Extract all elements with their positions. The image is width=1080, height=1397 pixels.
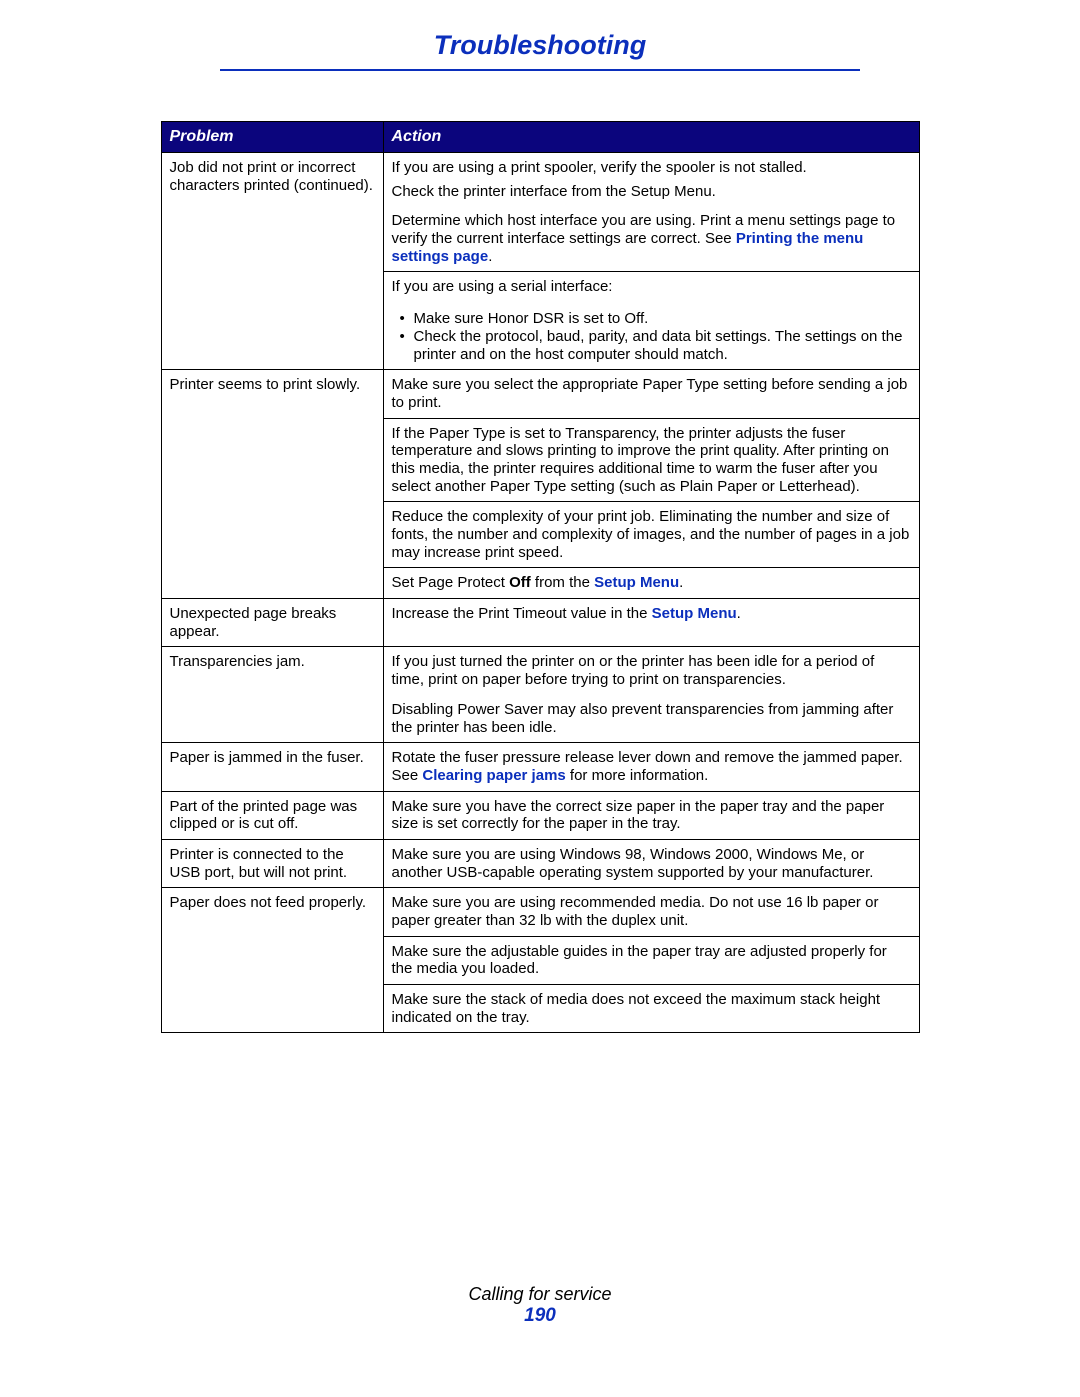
link-setup-menu[interactable]: Setup Menu bbox=[652, 605, 737, 622]
page-title: Troubleshooting bbox=[434, 30, 646, 69]
problem-cell: Part of the printed page was clipped or … bbox=[161, 791, 383, 839]
title-rule bbox=[220, 69, 860, 71]
action-cell: Rotate the fuser pressure release lever … bbox=[383, 743, 919, 791]
action-cell: Make sure you select the appropriate Pap… bbox=[383, 370, 919, 418]
action-text: . bbox=[488, 248, 492, 265]
action-cell: If the Paper Type is set to Transparency… bbox=[383, 418, 919, 502]
problem-cell: Paper does not feed properly. bbox=[161, 888, 383, 1033]
table-row: Part of the printed page was clipped or … bbox=[161, 791, 919, 839]
bold-text: Off bbox=[509, 574, 531, 591]
problem-cell: Printer seems to print slowly. bbox=[161, 370, 383, 599]
link-clearing-paper-jams[interactable]: Clearing paper jams bbox=[422, 767, 565, 784]
action-text: from the bbox=[531, 574, 594, 591]
header: Troubleshooting bbox=[100, 30, 980, 71]
action-cell: Make sure you have the correct size pape… bbox=[383, 791, 919, 839]
action-cell: Increase the Print Timeout value in the … bbox=[383, 599, 919, 647]
action-cell: Disabling Power Saver may also prevent t… bbox=[383, 695, 919, 743]
action-cell: Make sure you are using recommended medi… bbox=[383, 888, 919, 936]
problem-cell: Unexpected page breaks appear. bbox=[161, 599, 383, 647]
footer-page-number: 190 bbox=[0, 1305, 1080, 1327]
problem-cell: Transparencies jam. bbox=[161, 647, 383, 743]
problem-cell: Printer is connected to the USB port, bu… bbox=[161, 839, 383, 887]
list-item: Check the protocol, baud, parity, and da… bbox=[392, 328, 911, 363]
action-cell: Determine which host interface you are u… bbox=[383, 206, 919, 272]
action-text: Set Page Protect bbox=[392, 574, 510, 591]
action-text: . bbox=[737, 605, 741, 622]
action-cell: Reduce the complexity of your print job.… bbox=[383, 502, 919, 568]
table-row: Unexpected page breaks appear. Increase … bbox=[161, 599, 919, 647]
footer-section: Calling for service bbox=[0, 1284, 1080, 1305]
table-row: Printer seems to print slowly. Make sure… bbox=[161, 370, 919, 418]
action-text: . bbox=[679, 574, 683, 591]
problem-cell: Job did not print or incorrect character… bbox=[161, 153, 383, 370]
table-row: Paper is jammed in the fuser. Rotate the… bbox=[161, 743, 919, 791]
action-text: If you are using a print spooler, verify… bbox=[392, 159, 911, 177]
troubleshooting-table: Problem Action Job did not print or inco… bbox=[161, 121, 920, 1033]
action-text: Increase the Print Timeout value in the bbox=[392, 605, 652, 622]
action-cell: If you are using a serial interface: bbox=[383, 272, 919, 302]
page: Troubleshooting Problem Action Job did n… bbox=[0, 0, 1080, 1397]
action-cell: Make sure the adjustable guides in the p… bbox=[383, 936, 919, 984]
col-header-problem: Problem bbox=[161, 122, 383, 153]
action-cell: Make sure Honor DSR is set to Off. Check… bbox=[383, 302, 919, 370]
action-cell: If you are using a print spooler, verify… bbox=[383, 153, 919, 207]
problem-cell: Paper is jammed in the fuser. bbox=[161, 743, 383, 791]
footer: Calling for service 190 bbox=[0, 1284, 1080, 1327]
action-cell: Make sure you are using Windows 98, Wind… bbox=[383, 839, 919, 887]
action-cell: Set Page Protect Off from the Setup Menu… bbox=[383, 568, 919, 599]
col-header-action: Action bbox=[383, 122, 919, 153]
table-row: Job did not print or incorrect character… bbox=[161, 153, 919, 207]
link-setup-menu[interactable]: Setup Menu bbox=[594, 574, 679, 591]
table-row: Transparencies jam. If you just turned t… bbox=[161, 647, 919, 695]
action-text: for more information. bbox=[566, 767, 709, 784]
action-text: Check the printer interface from the Set… bbox=[392, 183, 911, 201]
action-cell: Make sure the stack of media does not ex… bbox=[383, 985, 919, 1033]
list-item: Make sure Honor DSR is set to Off. bbox=[392, 310, 911, 328]
table-row: Printer is connected to the USB port, bu… bbox=[161, 839, 919, 887]
table-row: Paper does not feed properly. Make sure … bbox=[161, 888, 919, 936]
table-header-row: Problem Action bbox=[161, 122, 919, 153]
bullet-list: Make sure Honor DSR is set to Off. Check… bbox=[392, 310, 911, 363]
action-cell: If you just turned the printer on or the… bbox=[383, 647, 919, 695]
